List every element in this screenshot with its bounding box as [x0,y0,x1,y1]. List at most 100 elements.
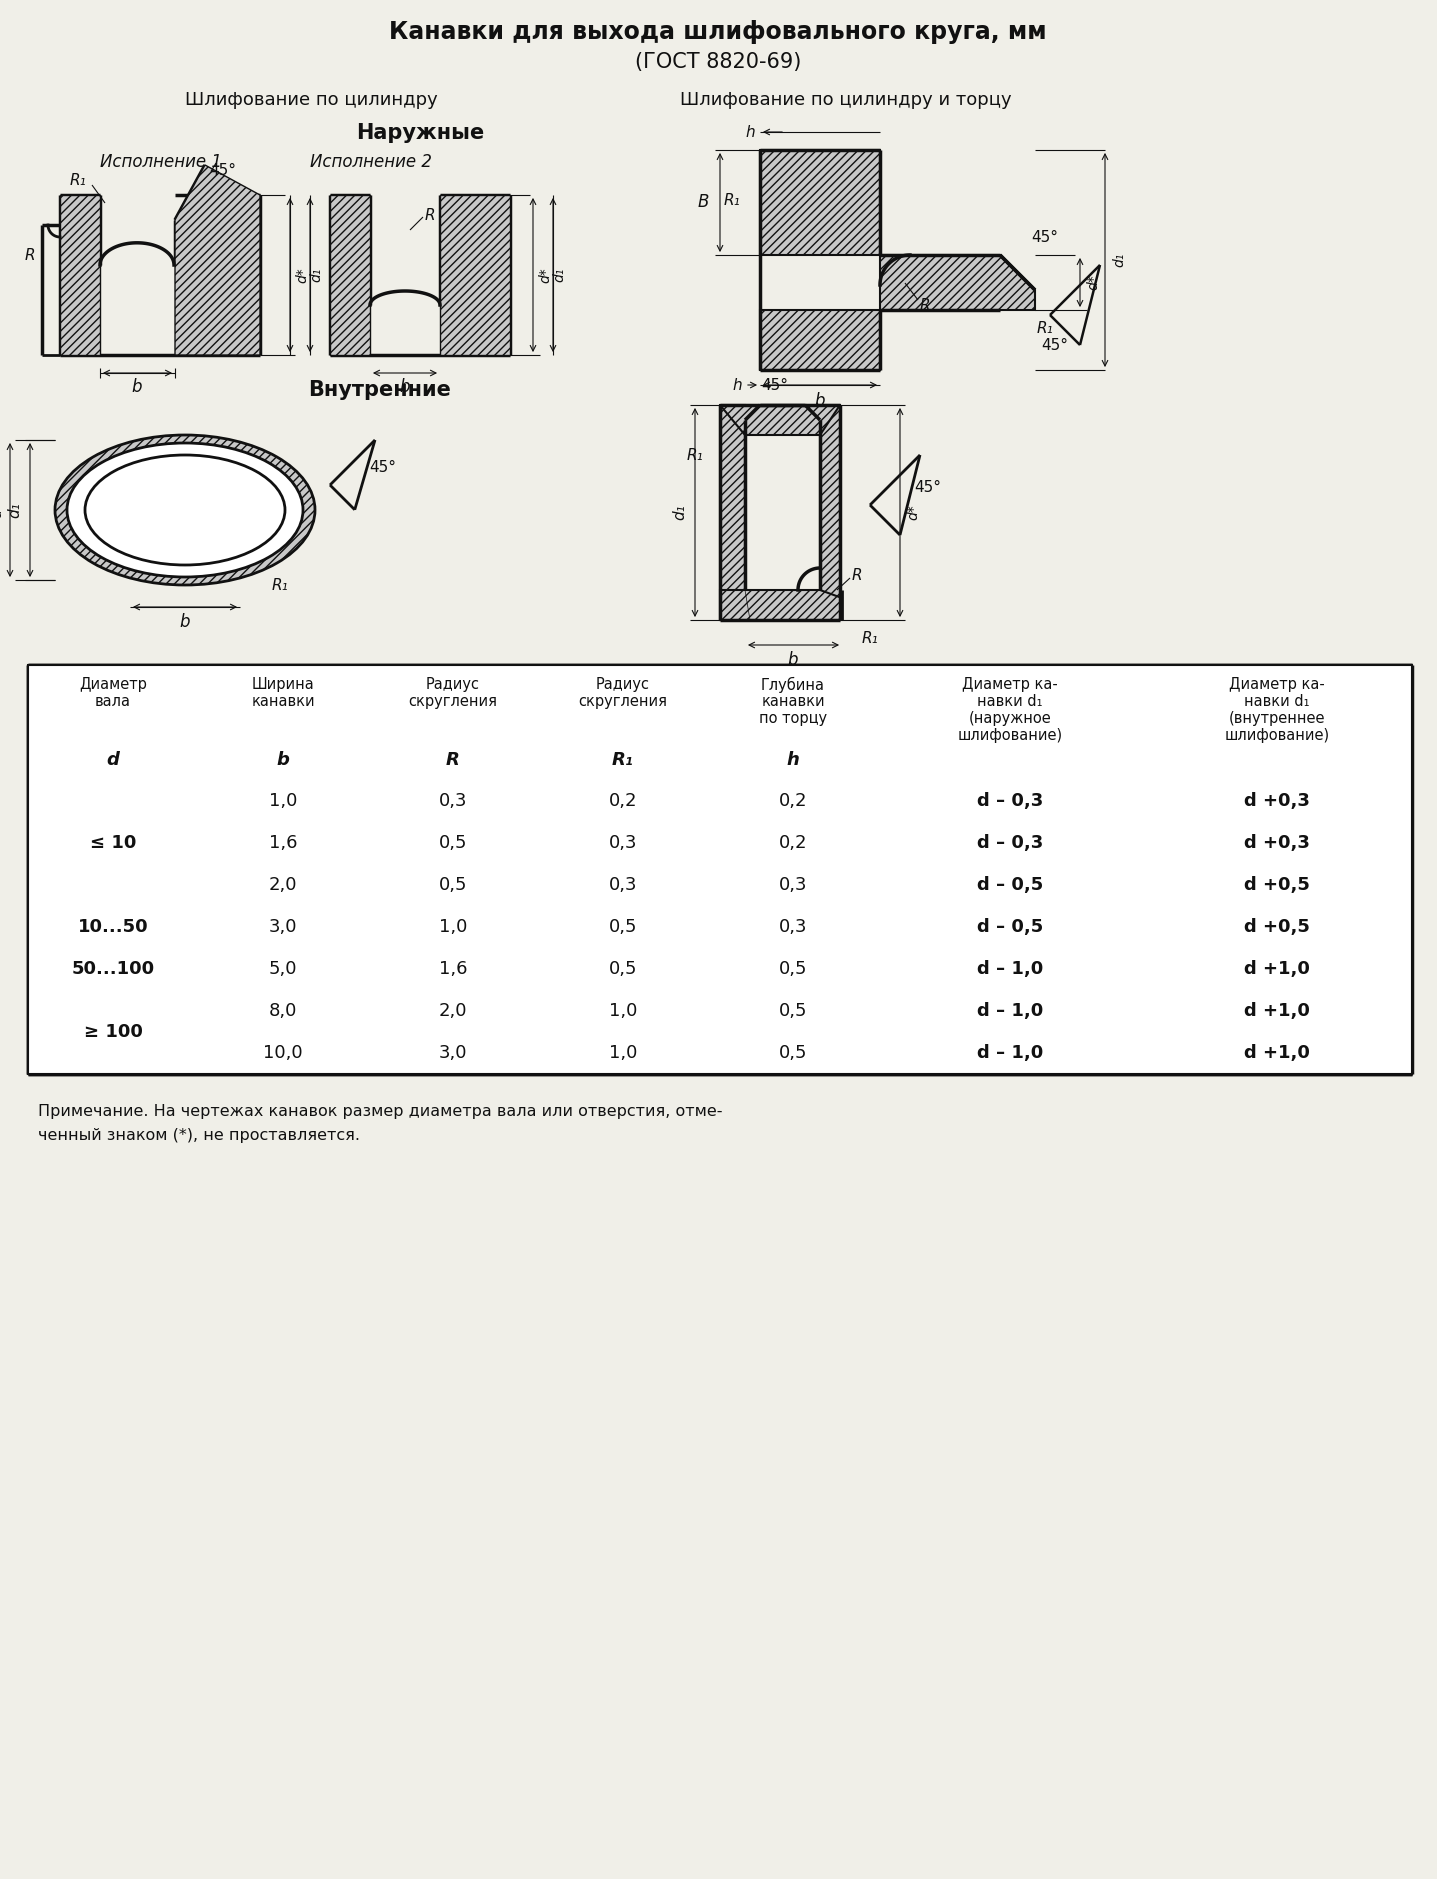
Text: d*: d* [905,504,920,520]
Ellipse shape [85,455,285,566]
Polygon shape [175,165,260,355]
Text: 45°: 45° [762,378,789,393]
Text: (внутреннее: (внутреннее [1229,710,1325,725]
Text: b: b [787,650,798,669]
Text: ≥ 100: ≥ 100 [83,1022,142,1041]
Text: R₁: R₁ [724,192,740,207]
Text: 45°: 45° [1042,338,1069,353]
Text: ≤ 10: ≤ 10 [89,834,137,851]
Text: d – 0,5: d – 0,5 [977,919,1043,936]
Text: R: R [425,207,435,222]
Text: d +0,3: d +0,3 [1244,834,1311,851]
Text: 0,3: 0,3 [779,876,808,894]
Polygon shape [821,406,841,620]
Text: R₁: R₁ [69,173,86,188]
Text: 45°: 45° [1032,229,1059,244]
Text: шлифование): шлифование) [957,727,1062,742]
Text: B: B [697,194,708,210]
Text: 3,0: 3,0 [269,919,297,936]
Text: Диаметр: Диаметр [79,676,147,691]
Text: Диаметр ка-: Диаметр ка- [963,676,1058,691]
Text: b: b [815,393,825,410]
Text: R: R [445,752,460,769]
Text: Радиус: Радиус [425,676,480,691]
Text: 0,5: 0,5 [438,876,467,894]
Text: d +1,0: d +1,0 [1244,1002,1311,1020]
Text: шлифование): шлифование) [1224,727,1329,742]
Text: 1,0: 1,0 [438,919,467,936]
Polygon shape [720,406,841,436]
Text: d₁: d₁ [7,502,23,519]
Text: скругления: скругления [579,693,668,708]
Text: Наружные: Наружные [356,122,484,143]
Text: 0,5: 0,5 [779,1002,808,1020]
Text: d – 1,0: d – 1,0 [977,1045,1043,1062]
Text: вала: вала [95,693,131,708]
Text: Глубина: Глубина [762,676,825,693]
Text: 10...50: 10...50 [78,919,148,936]
Text: 0,5: 0,5 [438,834,467,851]
Text: 1,0: 1,0 [609,1002,637,1020]
Text: d*: d* [295,267,309,284]
Text: h: h [786,752,799,769]
Polygon shape [760,310,879,370]
Polygon shape [60,195,101,355]
Text: d₁: d₁ [1112,254,1127,267]
Polygon shape [720,590,842,620]
Text: 0,3: 0,3 [779,919,808,936]
Text: (ГОСТ 8820-69): (ГОСТ 8820-69) [635,53,802,71]
Text: d +0,5: d +0,5 [1244,919,1311,936]
Text: по торцу: по торцу [759,710,828,725]
Text: ченный знаком (*), не проставляется.: ченный знаком (*), не проставляется. [37,1127,361,1142]
Text: d*: d* [1086,274,1099,289]
Text: 2,0: 2,0 [269,876,297,894]
Text: h: h [746,124,754,139]
Text: 1,0: 1,0 [269,793,297,810]
Polygon shape [331,195,369,355]
Text: Шлифование по цилиндру: Шлифование по цилиндру [185,90,438,109]
Text: Исполнение 1: Исполнение 1 [101,152,221,171]
Polygon shape [760,150,879,256]
Text: R: R [920,297,930,312]
Text: 0,2: 0,2 [779,793,808,810]
Text: d – 1,0: d – 1,0 [977,960,1043,977]
Text: 0,3: 0,3 [609,876,637,894]
Text: 8,0: 8,0 [269,1002,297,1020]
Text: 0,3: 0,3 [609,834,637,851]
Text: R₁: R₁ [272,577,289,592]
Text: 45°: 45° [210,162,237,177]
Text: R: R [24,248,36,263]
Text: 5,0: 5,0 [269,960,297,977]
Text: канавки: канавки [251,693,315,708]
Text: b: b [132,378,142,396]
Text: 1,6: 1,6 [269,834,297,851]
Polygon shape [27,665,1413,1075]
Text: навки d₁: навки d₁ [977,693,1043,708]
Text: Ширина: Ширина [251,676,315,691]
Text: R₁: R₁ [1036,321,1053,336]
Text: R: R [273,498,283,513]
Text: d +0,3: d +0,3 [1244,793,1311,810]
Text: 0,5: 0,5 [779,1045,808,1062]
Text: 0,3: 0,3 [438,793,467,810]
Text: h: h [733,378,741,393]
Text: Примечание. На чертежах канавок размер диаметра вала или отверстия, отме-: Примечание. На чертежах канавок размер д… [37,1105,723,1120]
Text: R₁: R₁ [862,631,878,646]
Text: 1,6: 1,6 [438,960,467,977]
Text: Канавки для выхода шлифовального круга, мм: Канавки для выхода шлифовального круга, … [389,21,1046,43]
Text: канавки: канавки [762,693,825,708]
Text: d – 1,0: d – 1,0 [977,1002,1043,1020]
Text: 50...100: 50...100 [72,960,155,977]
Text: Диаметр ка-: Диаметр ка- [1229,676,1325,691]
Text: d₁: d₁ [309,269,323,282]
Text: 0,5: 0,5 [609,919,637,936]
Text: d +0,5: d +0,5 [1244,876,1311,894]
Text: d – 0,3: d – 0,3 [977,834,1043,851]
Text: d₁: d₁ [552,269,566,282]
Text: Шлифование по цилиндру и торцу: Шлифование по цилиндру и торцу [680,90,1012,109]
Text: 1,0: 1,0 [609,1045,637,1062]
Text: d +1,0: d +1,0 [1244,1045,1311,1062]
Text: Радиус: Радиус [596,676,650,691]
Text: b: b [180,613,190,631]
Polygon shape [720,406,744,620]
